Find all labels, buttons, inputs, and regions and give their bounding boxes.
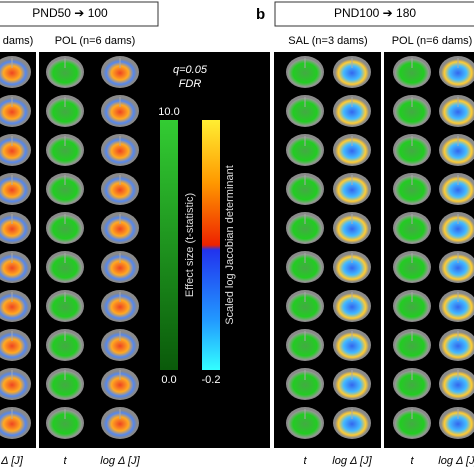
brain-map: [48, 410, 82, 438]
brain-map: [103, 215, 137, 243]
brain-map: [335, 176, 369, 204]
brain-map: [395, 215, 429, 243]
brain-map: [395, 293, 429, 321]
brain-map: [335, 293, 369, 321]
panel-title: PND50 ➔ 100: [32, 6, 108, 20]
colorbar-label: -0.2: [202, 374, 221, 386]
brain-map: [441, 410, 474, 438]
brain-map: [103, 176, 137, 204]
brain-map: [288, 215, 322, 243]
brain-map: [335, 332, 369, 360]
brain-map: [103, 293, 137, 321]
brain-map: [335, 371, 369, 399]
brain-map: [103, 410, 137, 438]
brain-map: [48, 215, 82, 243]
colorbar: [202, 120, 220, 370]
brain-map: [288, 293, 322, 321]
brain-map: [395, 371, 429, 399]
brain-grid: [0, 56, 474, 439]
brain-map: [0, 293, 29, 321]
brain-map: [395, 332, 429, 360]
brain-map: [103, 371, 137, 399]
brain-map: [0, 215, 29, 243]
column-label: Δ [J]: [0, 455, 24, 467]
brain-map: [395, 98, 429, 126]
brain-map: [335, 410, 369, 438]
brain-map: [441, 254, 474, 282]
brain-map: [288, 137, 322, 165]
brain-map: [441, 59, 474, 87]
brain-map: [48, 293, 82, 321]
brain-map: [0, 98, 29, 126]
brain-map: [0, 176, 29, 204]
brain-map: [48, 254, 82, 282]
brain-map: [441, 176, 474, 204]
column-header: POL (n=6 dams): [55, 35, 136, 47]
column-label: t: [410, 455, 414, 467]
brain-map: [441, 371, 474, 399]
column-label: log Δ [J]: [332, 455, 372, 467]
brain-map: [288, 98, 322, 126]
brain-map: [335, 254, 369, 282]
brain-map: [395, 176, 429, 204]
brain-map: [288, 59, 322, 87]
column-header: SAL (n=3 dams): [288, 35, 367, 47]
colorbar: [160, 120, 178, 370]
brain-map: [103, 332, 137, 360]
title-box: [274, 1, 474, 27]
colorbar-label: 10.0: [158, 106, 179, 118]
brain-map: [395, 59, 429, 87]
column-header: dams): [3, 35, 34, 47]
brain-map: [48, 176, 82, 204]
brain-map: [335, 98, 369, 126]
colorbar-title: Effect size (t-statistic): [184, 193, 196, 297]
brain-map: [288, 410, 322, 438]
annotation: FDR: [179, 78, 202, 90]
brain-map: [103, 254, 137, 282]
brain-map: [103, 98, 137, 126]
brain-map: [0, 332, 29, 360]
brain-map: [288, 332, 322, 360]
column-label: log Δ [J]: [100, 455, 140, 467]
brain-map: [335, 59, 369, 87]
brain-map: [288, 176, 322, 204]
brain-map: [0, 410, 29, 438]
colorbar-label: 0.0: [161, 374, 176, 386]
brain-map: [0, 254, 29, 282]
brain-map: [48, 137, 82, 165]
brain-map: [335, 215, 369, 243]
brain-map: [103, 59, 137, 87]
column-header: POL (n=6 dams): [392, 35, 473, 47]
brain-map: [0, 371, 29, 399]
colorbar-title: Scaled log Jacobian determinant: [224, 165, 236, 325]
brain-map: [441, 332, 474, 360]
brain-map: [441, 98, 474, 126]
brain-map: [395, 137, 429, 165]
brain-map: [0, 137, 29, 165]
brain-map: [441, 215, 474, 243]
brain-map: [335, 137, 369, 165]
brain-map: [288, 371, 322, 399]
column-label: t: [63, 455, 67, 467]
column-label: t: [303, 455, 307, 467]
brain-map: [48, 371, 82, 399]
brain-map: [0, 59, 29, 87]
divider: [36, 52, 39, 448]
brain-map: [103, 137, 137, 165]
brain-map: [395, 254, 429, 282]
title-box: [0, 1, 159, 27]
annotation: q=0.05: [173, 64, 208, 76]
brain-map: [48, 332, 82, 360]
divider: [381, 52, 384, 448]
panel-title: PND100 ➔ 180: [334, 6, 416, 20]
brain-map: [288, 254, 322, 282]
brain-map: [395, 410, 429, 438]
brain-map: [48, 59, 82, 87]
column-label: log Δ [J]: [438, 455, 474, 467]
brain-map: [441, 293, 474, 321]
brain-map: [441, 137, 474, 165]
brain-map: [48, 98, 82, 126]
panel-letter: b: [256, 6, 265, 23]
